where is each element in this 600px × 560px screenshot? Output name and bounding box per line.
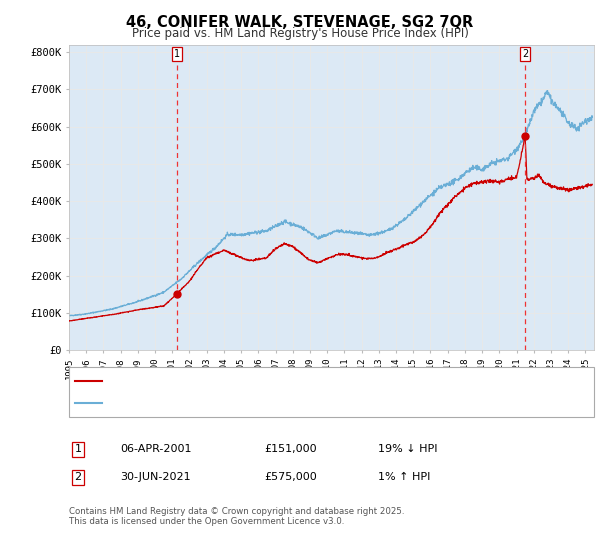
- Text: 46, CONIFER WALK, STEVENAGE, SG2 7QR: 46, CONIFER WALK, STEVENAGE, SG2 7QR: [127, 15, 473, 30]
- Text: 1: 1: [174, 49, 180, 59]
- Text: 06-APR-2001: 06-APR-2001: [120, 444, 191, 454]
- Text: £575,000: £575,000: [264, 472, 317, 482]
- Text: Price paid vs. HM Land Registry's House Price Index (HPI): Price paid vs. HM Land Registry's House …: [131, 27, 469, 40]
- Text: 2: 2: [522, 49, 528, 59]
- Text: HPI: Average price, detached house, Stevenage: HPI: Average price, detached house, Stev…: [108, 398, 356, 408]
- Text: 1% ↑ HPI: 1% ↑ HPI: [378, 472, 430, 482]
- Text: 1: 1: [74, 444, 82, 454]
- Text: 30-JUN-2021: 30-JUN-2021: [120, 472, 191, 482]
- Text: 2: 2: [74, 472, 82, 482]
- Text: Contains HM Land Registry data © Crown copyright and database right 2025.
This d: Contains HM Land Registry data © Crown c…: [69, 507, 404, 526]
- Text: 19% ↓ HPI: 19% ↓ HPI: [378, 444, 437, 454]
- Text: £151,000: £151,000: [264, 444, 317, 454]
- Text: 46, CONIFER WALK, STEVENAGE, SG2 7QR (detached house): 46, CONIFER WALK, STEVENAGE, SG2 7QR (de…: [108, 376, 424, 386]
